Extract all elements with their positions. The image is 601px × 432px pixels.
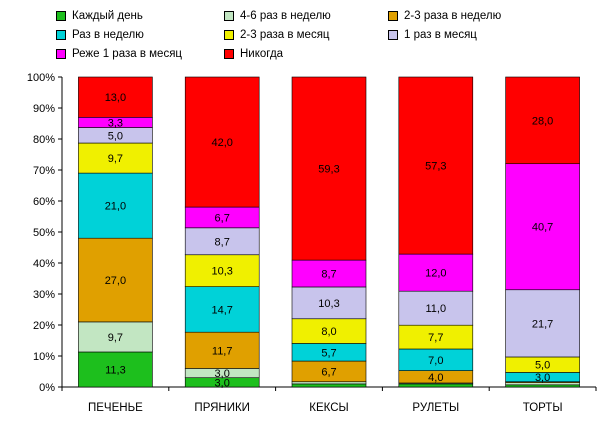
legend-label: 2-3 раза в месяц [240, 29, 330, 41]
data-label: 8,0 [321, 326, 336, 338]
data-label: 7,7 [428, 332, 443, 344]
data-label: 11,7 [212, 345, 233, 357]
legend-swatch [224, 49, 234, 59]
data-label: 42,0 [211, 137, 232, 149]
legend-label: 1 раз в месяц [404, 29, 477, 41]
legend-swatch [224, 30, 234, 40]
legend-item: 1 раз в месяц [388, 27, 477, 43]
bar-segment [505, 76, 580, 165]
y-tick-label: 90% [33, 103, 55, 115]
y-tick-label: 100% [27, 72, 55, 84]
data-label: 6,7 [215, 212, 230, 224]
bar-segment [184, 76, 260, 208]
y-tick-label: 0% [39, 382, 55, 394]
legend-item: Никогда [224, 46, 283, 62]
x-category-label: РУЛЕТЫ [412, 402, 459, 414]
bar-segment [398, 253, 474, 292]
y-tick-label: 30% [33, 289, 55, 301]
x-category-label: КЕКСЫ [309, 402, 348, 414]
data-label: 5,0 [535, 360, 550, 372]
bar-segment [291, 259, 367, 288]
bar-segment [184, 254, 260, 287]
data-label: 21,7 [532, 318, 553, 330]
bar-segment [398, 383, 474, 388]
data-label: 9,7 [108, 153, 123, 165]
data-label: 5,0 [108, 130, 123, 142]
legend-label: 4-6 раз в неделю [240, 10, 331, 22]
legend-label: 2-3 раза в неделю [404, 10, 502, 22]
y-tick-label: 40% [33, 258, 55, 270]
bar-segment [505, 289, 580, 358]
bar-segment [291, 76, 367, 261]
data-label: 11,3 [105, 364, 126, 376]
bar-segment [78, 142, 153, 174]
data-label: 13,0 [105, 92, 126, 104]
bar-segment [398, 76, 474, 255]
data-label: 12,0 [425, 268, 446, 280]
bar-segment [78, 321, 153, 353]
data-label: 59,3 [318, 164, 339, 176]
bar-segment [291, 381, 367, 385]
bar-segment [291, 286, 367, 320]
data-label: 9,7 [108, 332, 123, 344]
x-category-label: ПРЯНИКИ [194, 402, 250, 414]
bar-segment [505, 384, 580, 388]
data-label: 28,0 [532, 115, 553, 127]
bar-segment [78, 351, 153, 388]
legend-item: Раз в неделю [56, 27, 144, 43]
y-tick-label: 20% [33, 320, 55, 332]
data-label: 4,0 [428, 372, 443, 384]
data-label: 3,3 [108, 117, 123, 129]
bar-segment [291, 318, 367, 344]
bar-segment [291, 383, 367, 388]
data-label: 10,3 [211, 266, 232, 278]
legend-swatch [56, 49, 66, 59]
bar-segment [184, 331, 260, 369]
legend-item: 4-6 раз в неделю [224, 8, 331, 24]
legend-item: 2-3 раза в месяц [224, 27, 330, 43]
bar-segment [398, 290, 474, 326]
bar-segment [184, 227, 260, 256]
legend-item: 2-3 раза в неделю [388, 8, 501, 24]
data-label: 3,0 [535, 372, 550, 384]
x-category-label: ТОРТЫ [523, 402, 563, 414]
legend-swatch [56, 11, 66, 21]
data-label: 27,0 [105, 275, 126, 287]
x-category-label: ПЕЧЕНЬЕ [88, 402, 143, 414]
y-tick-label: 50% [33, 227, 55, 239]
legend-label: Каждый день [72, 10, 143, 22]
legend-label: Раз в неделю [72, 29, 144, 41]
legend-item: Реже 1 раза в месяц [56, 46, 182, 62]
y-tick-label: 60% [33, 196, 55, 208]
data-label: 57,3 [425, 161, 446, 173]
legend-label: Реже 1 раза в месяц [72, 48, 183, 60]
data-label: 8,7 [321, 269, 336, 281]
data-label: 3,0 [215, 368, 230, 380]
y-tick-label: 10% [33, 351, 55, 363]
data-label: 6,7 [321, 366, 336, 378]
data-label: 10,3 [318, 298, 339, 310]
data-label: 40,7 [532, 222, 553, 234]
legend-swatch [56, 30, 66, 40]
bar-segment [78, 172, 153, 239]
y-tick-label: 80% [33, 134, 55, 146]
legend-swatch [388, 11, 398, 21]
data-label: 5,7 [321, 347, 336, 359]
chart-legend: Каждый день 4-6 раз в неделю 2-3 раза в не… [0, 0, 601, 66]
legend-item: Каждый день [56, 8, 143, 24]
legend-label: Никогда [240, 48, 284, 60]
data-label: 7,0 [428, 355, 443, 367]
bar-segment [184, 286, 260, 333]
bar-segment [78, 76, 153, 118]
data-label: 21,0 [105, 201, 126, 213]
data-label: 11,0 [426, 303, 447, 315]
legend-swatch [224, 11, 234, 21]
data-label: 3,0 [215, 377, 230, 389]
y-tick-label: 70% [33, 165, 55, 177]
bar-segment [78, 237, 153, 323]
data-label: 14,7 [211, 304, 232, 316]
legend-swatch [388, 30, 398, 40]
data-label: 8,7 [215, 236, 230, 248]
